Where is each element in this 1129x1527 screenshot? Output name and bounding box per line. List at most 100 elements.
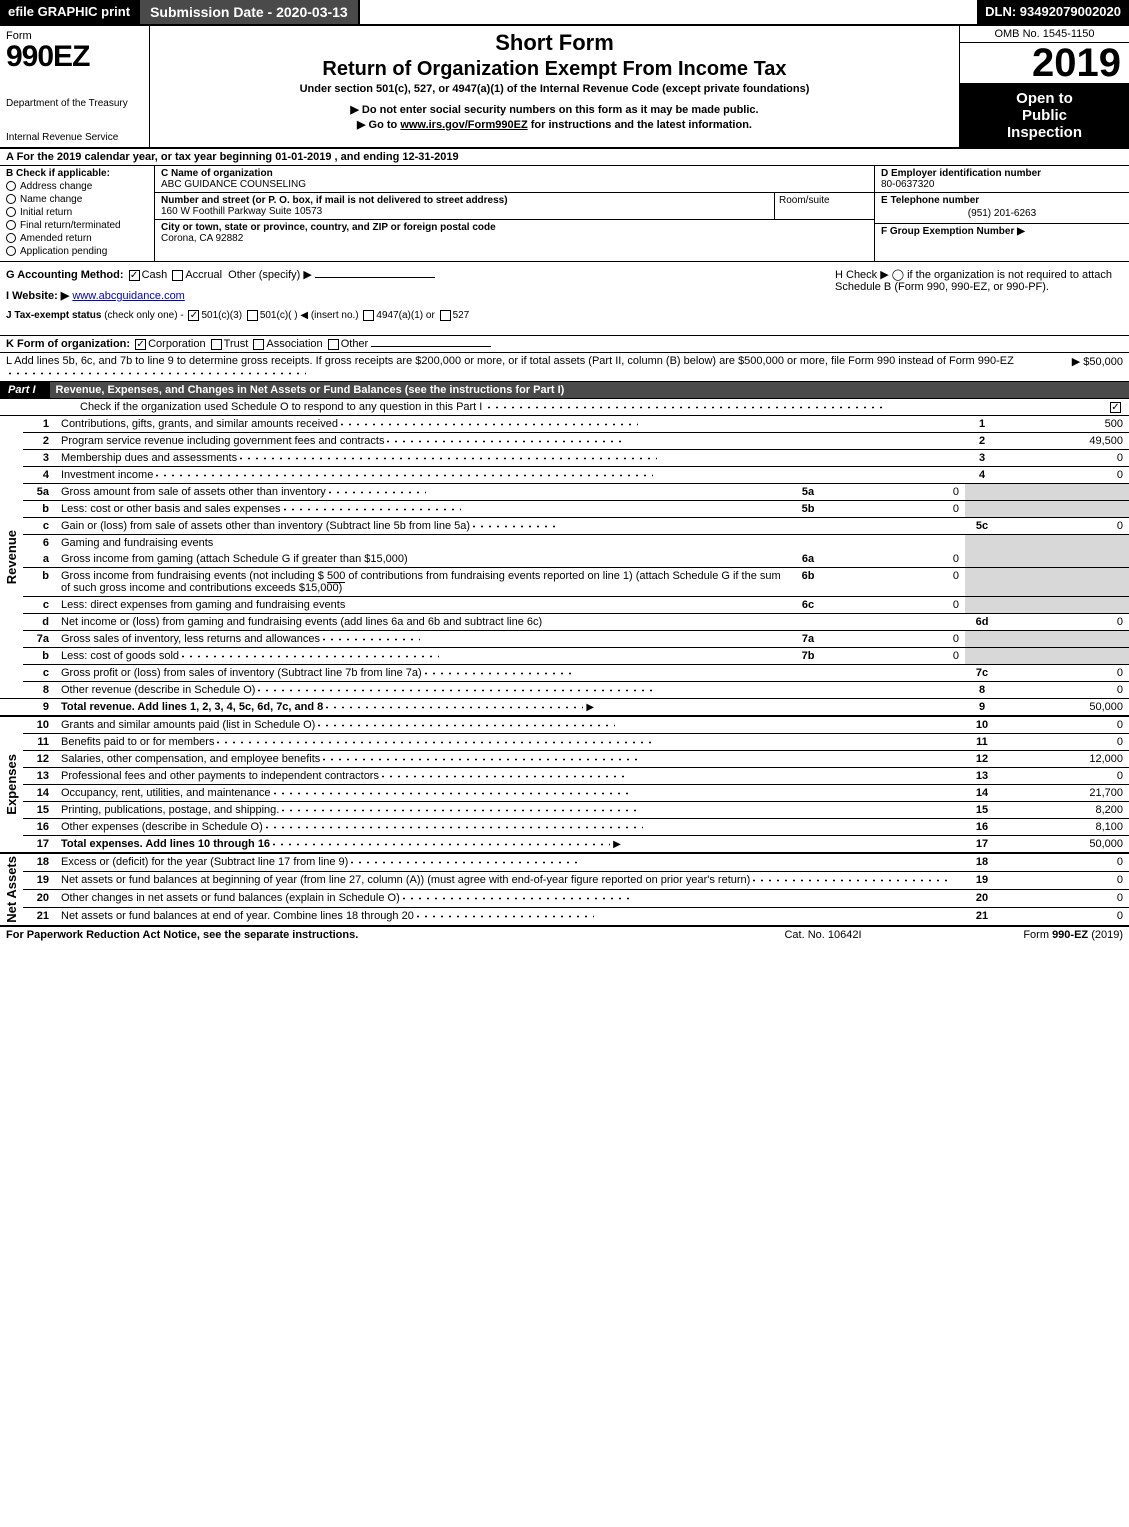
line-value: 50,000 — [999, 699, 1129, 717]
other-specify-input[interactable] — [315, 277, 435, 278]
application-pending-checkbox[interactable] — [6, 246, 16, 256]
line-num: 8 — [23, 682, 57, 699]
line-desc: Gross amount from sale of assets other t… — [61, 486, 326, 498]
line-desc: Program service revenue including govern… — [61, 435, 384, 447]
other-org-checkbox[interactable] — [328, 339, 339, 350]
org-city: Corona, CA 92882 — [161, 233, 868, 244]
line-num: c — [23, 665, 57, 682]
501c3-checkbox[interactable] — [188, 310, 199, 321]
initial-return-checkbox[interactable] — [6, 207, 16, 217]
line-ref: 3 — [965, 450, 999, 467]
line-l: L Add lines 5b, 6c, and 7b to line 9 to … — [0, 353, 1129, 382]
sub-ref: 5b — [791, 501, 825, 518]
final-return-checkbox[interactable] — [6, 220, 16, 230]
shade-cell — [999, 501, 1129, 518]
line-desc: Occupancy, rent, utilities, and maintena… — [61, 787, 271, 799]
line-value: 0 — [999, 872, 1129, 890]
corporation-checkbox[interactable] — [135, 339, 146, 350]
j-label: J Tax-exempt status — [6, 310, 101, 321]
line-ref: 8 — [965, 682, 999, 699]
association-checkbox[interactable] — [253, 339, 264, 350]
line-num: 15 — [23, 802, 57, 819]
527-checkbox[interactable] — [440, 310, 451, 321]
other-org-input[interactable] — [371, 346, 491, 347]
line-ref: 18 — [965, 853, 999, 871]
sub-value: 0 — [825, 648, 965, 665]
website-link[interactable]: www.abcguidance.com — [72, 290, 185, 302]
final-return-label: Final return/terminated — [20, 220, 121, 231]
line-desc-1: Gross income from fundraising events (no… — [61, 570, 327, 582]
line-num: 19 — [23, 872, 57, 890]
line-ref: 2 — [965, 433, 999, 450]
line-a: A For the 2019 calendar year, or tax yea… — [0, 149, 1129, 166]
sub-value: 0 — [825, 631, 965, 648]
line-ref: 6d — [965, 614, 999, 631]
address-change-label: Address change — [20, 181, 92, 192]
line-num: d — [23, 614, 57, 631]
k-label: K Form of organization: — [6, 338, 130, 350]
line-value: 8,100 — [999, 819, 1129, 836]
line-value: 0 — [999, 768, 1129, 785]
501c-checkbox[interactable] — [247, 310, 258, 321]
shade-cell — [999, 597, 1129, 614]
schedule-o-checkbox[interactable] — [1110, 402, 1121, 413]
4947-label: 4947(a)(1) or — [376, 310, 434, 321]
line-desc: Less: cost or other basis and sales expe… — [61, 503, 281, 515]
shade-cell — [999, 648, 1129, 665]
other-org-label: Other — [341, 338, 369, 350]
department-line-1: Department of the Treasury — [6, 98, 143, 109]
shade-cell — [965, 484, 999, 501]
name-change-checkbox[interactable] — [6, 194, 16, 204]
501c3-label: 501(c)(3) — [201, 310, 242, 321]
shade-cell — [965, 501, 999, 518]
sub-ref: 7a — [791, 631, 825, 648]
entity-block: B Check if applicable: Address change Na… — [0, 166, 1129, 262]
line-num: 5a — [23, 484, 57, 501]
line-ref: 19 — [965, 872, 999, 890]
shade-cell — [999, 568, 1129, 597]
trust-checkbox[interactable] — [211, 339, 222, 350]
sub-ref: 6c — [791, 597, 825, 614]
accrual-checkbox[interactable] — [172, 270, 183, 281]
sub-value: 0 — [825, 568, 965, 597]
footer-form-num: 990-EZ — [1052, 929, 1088, 941]
trust-label: Trust — [224, 338, 249, 350]
line-desc: Total revenue. Add lines 1, 2, 3, 4, 5c,… — [61, 701, 323, 713]
shade-cell — [999, 484, 1129, 501]
org-address: 160 W Foothill Parkway Suite 10573 — [161, 206, 768, 217]
4947-checkbox[interactable] — [363, 310, 374, 321]
submission-date: Submission Date - 2020-03-13 — [140, 0, 360, 24]
cash-checkbox[interactable] — [129, 270, 140, 281]
line-num: 18 — [23, 853, 57, 871]
line-num: 4 — [23, 467, 57, 484]
i-label: I Website: ▶ — [6, 290, 69, 302]
line-num: 16 — [23, 819, 57, 836]
line-value: 8,200 — [999, 802, 1129, 819]
line-value: 0 — [999, 614, 1129, 631]
line-desc: Less: cost of goods sold — [61, 650, 179, 662]
footer-left: For Paperwork Reduction Act Notice, see … — [6, 929, 723, 941]
efile-print-button[interactable]: efile GRAPHIC print — [0, 0, 140, 24]
line-num: a — [23, 551, 57, 568]
shade-cell — [965, 551, 999, 568]
line-value: 50,000 — [999, 836, 1129, 854]
line-ref: 17 — [965, 836, 999, 854]
line-desc: Other revenue (describe in Schedule O) — [61, 684, 255, 696]
line-desc: Other expenses (describe in Schedule O) — [61, 821, 263, 833]
line-num: c — [23, 597, 57, 614]
column-c: C Name of organization ABC GUIDANCE COUN… — [155, 166, 874, 261]
line-value: 0 — [999, 467, 1129, 484]
amended-return-checkbox[interactable] — [6, 233, 16, 243]
line-num: 9 — [23, 699, 57, 717]
irs-link[interactable]: www.irs.gov/Form990EZ — [400, 119, 527, 131]
application-pending-label: Application pending — [20, 246, 107, 257]
line-num: 2 — [23, 433, 57, 450]
line-num: b — [23, 648, 57, 665]
g-label: G Accounting Method: — [6, 269, 124, 281]
shade-cell — [965, 648, 999, 665]
part-1-table: Revenue 1 Contributions, gifts, grants, … — [0, 416, 1129, 926]
address-change-checkbox[interactable] — [6, 181, 16, 191]
line-desc: Membership dues and assessments — [61, 452, 237, 464]
amended-return-label: Amended return — [20, 233, 92, 244]
form-number: 990EZ — [6, 40, 143, 74]
